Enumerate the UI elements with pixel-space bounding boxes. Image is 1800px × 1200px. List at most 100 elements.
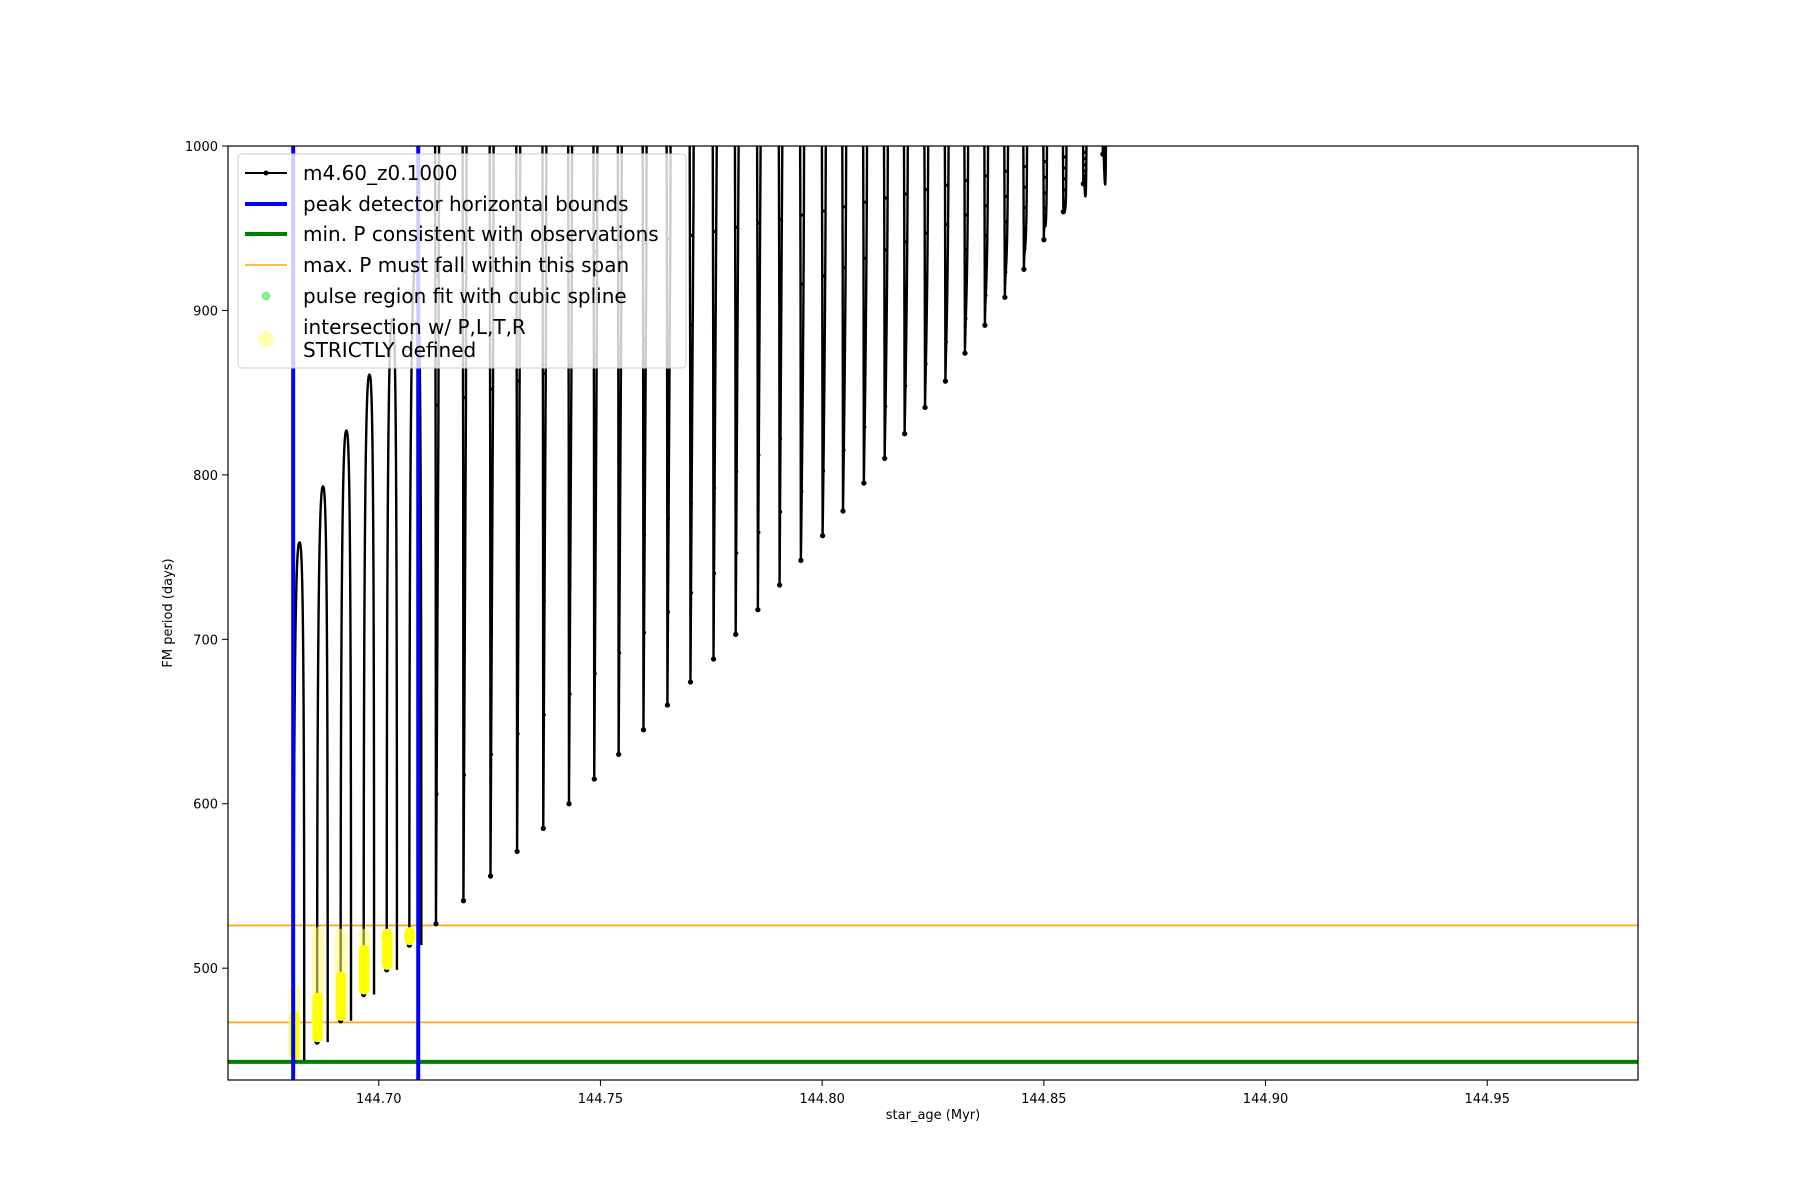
pulse-marker-6-2 [435,662,439,667]
pulse-marker-10-1 [542,713,546,717]
pulse-curve-30 [983,146,990,326]
x-tick-label-1: 144.75 [578,1092,624,1107]
pulse-marker-20-1 [778,510,783,514]
pulse-marker-16-1 [689,591,694,595]
pulse-marker-24-5 [863,200,867,204]
pulse-marker-17-1 [712,571,717,576]
pulse-marker-29-4 [964,213,968,217]
pulse-curve-13 [616,146,624,755]
legend-label-4: pulse region fit with cubic spline [303,284,627,308]
pulse-curve-23 [841,146,848,512]
pulse-marker-17-4 [712,315,717,319]
pulse-marker-23-1 [842,448,846,452]
pulse-marker-9-2 [516,614,520,618]
pulse-marker-32-0 [1023,267,1027,271]
pulse-marker-29-1 [964,317,968,321]
pulse-curve-21 [799,146,806,561]
pulse-marker-30-4 [984,204,988,208]
pulse-marker-18-3 [735,388,739,392]
pulse-curve-1 [315,485,329,1043]
pulse-marker-34-1 [1062,199,1066,203]
pulse-marker-14-0 [642,728,647,732]
legend-label-2: min. P consistent with observations [303,222,659,246]
pulse-marker-13-3 [618,448,622,452]
pulse-marker-8-4 [489,387,494,391]
pulse-marker-18-5 [735,225,739,229]
pulse-marker-26-1 [904,384,908,388]
legend-label-0: m4.60_z0.1000 [303,161,458,185]
y-tick-label-3: 800 [193,469,218,484]
pulse-marker-26-2 [904,336,908,340]
intersection-core-5 [404,927,415,946]
pulse-marker-17-5 [712,229,717,234]
pulse-marker-17-0 [712,657,717,661]
pulse-marker-33-5 [1043,160,1047,164]
pulse-marker-6-1 [435,792,439,796]
pulse-marker-27-1 [924,362,928,366]
pulse-marker-36-5 [1102,146,1106,149]
pulse-marker-35-0 [1082,182,1086,186]
pulse-marker-8-3 [489,509,494,513]
pulse-marker-23-2 [842,387,846,391]
x-tick-label-5: 144.95 [1464,1092,1510,1107]
x-axis-label: star_age (Myr) [886,1108,980,1123]
pulse-marker-14-1 [642,630,647,635]
pulse-marker-24-4 [863,256,867,260]
pulse-marker-16-2 [689,501,694,505]
pulse-marker-10-3 [542,485,546,489]
pulse-marker-20-3 [778,363,783,368]
pulse-marker-19-5 [757,221,761,225]
pulse-marker-32-1 [1023,247,1027,251]
pulse-marker-21-4 [800,282,804,286]
pulse-curve-32 [1022,146,1029,270]
pulse-curve-19 [756,146,763,610]
pulse-marker-28-4 [944,222,949,226]
pulse-marker-25-4 [884,248,888,252]
pulse-marker-32-4 [1023,185,1027,189]
pulse-marker-22-2 [821,404,826,408]
pulse-curve-14 [641,146,648,730]
pulse-marker-6-4 [435,403,439,407]
pulse-marker-16-4 [689,323,694,327]
pulse-marker-33-3 [1043,191,1047,195]
pulse-marker-12-2 [593,566,597,570]
pulse-marker-33-2 [1043,206,1047,211]
pulse-curve-24 [862,146,869,484]
y-tick-label-0: 500 [193,962,218,977]
pulse-marker-23-3 [842,326,846,331]
pulse-marker-21-5 [800,213,804,217]
pulse-marker-19-0 [757,608,761,612]
pulse-marker-34-2 [1062,188,1066,192]
pulse-curve-33 [1042,146,1049,240]
pulse-curve-18 [733,146,741,635]
pulse-marker-8-0 [489,874,494,878]
pulse-marker-32-3 [1023,206,1027,210]
pulse-marker-18-4 [735,307,739,311]
pulse-marker-16-0 [689,680,694,684]
pulse-marker-13-2 [618,550,622,554]
pulse-marker-21-1 [800,489,804,493]
pulse-marker-30-2 [984,263,988,268]
pulse-marker-27-4 [924,231,928,235]
pulse-marker-15-1 [666,610,671,614]
pulse-marker-27-5 [924,187,928,192]
pulse-marker-31-3 [1004,220,1008,224]
pulse-marker-9-0 [516,849,520,854]
ticks-layer: 144.70 144.75 144.80 144.85 144.90 144.95 500 6… [185,140,1510,1107]
pulse-marker-24-0 [863,481,867,485]
pulse-marker-20-2 [778,437,783,441]
pulse-marker-28-0 [944,379,949,383]
pulse-marker-34-4 [1062,166,1066,170]
pulse-marker-18-0 [735,632,739,636]
pulse-marker-14-3 [642,436,647,440]
pulse-marker-24-3 [863,312,867,317]
legend-handle-4 [261,291,271,301]
pulse-marker-28-3 [944,261,949,266]
pulse-marker-11-0 [568,802,572,806]
pulse-marker-35-1 [1082,175,1086,180]
pulse-marker-17-3 [712,400,717,405]
pulse-marker-21-0 [800,558,804,562]
pulse-curve-16 [688,146,695,683]
pulse-marker-13-1 [618,651,622,655]
pulse-curve-2 [339,429,353,1021]
